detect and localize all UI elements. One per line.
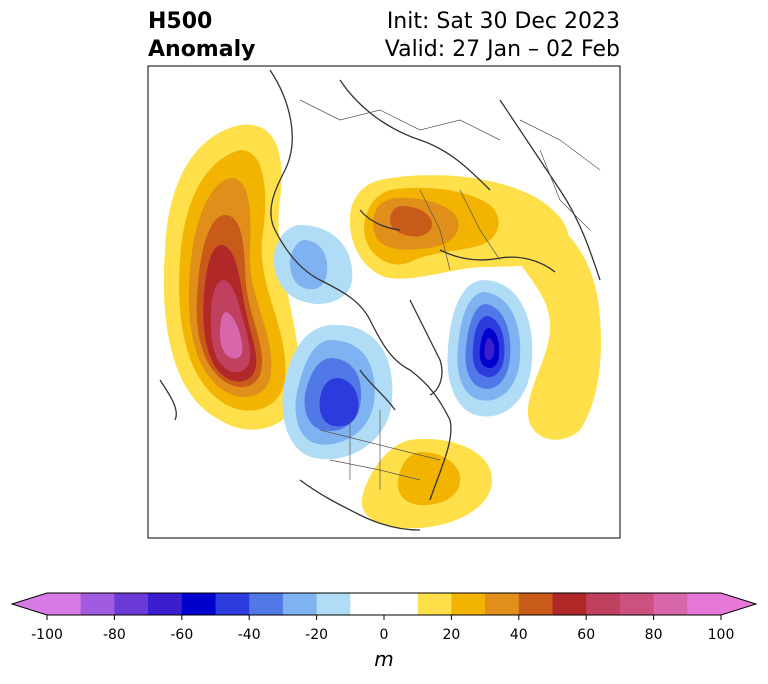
colorbar-bin [485,593,520,615]
colorbar-extend-min-arrow [12,593,47,615]
colorbar-tick-label: -80 [103,627,126,643]
colorbar-tick-label: 0 [380,627,389,643]
colorbar-bin [249,593,284,615]
colorbar-tick-label: 80 [645,627,663,643]
colorbar-bin [687,593,722,615]
colorbar-tick-label: -20 [305,627,328,643]
scandinavia-ridge [349,175,569,279]
colorbar-unit-label: m [374,647,393,671]
init-date: Init: Sat 30 Dec 2023 [386,9,620,34]
map-border [147,65,621,539]
colorbar-bin [316,593,351,615]
colorbar-bin [80,593,115,615]
title-variable: H500 [148,9,213,34]
chart-dates: Init: Sat 30 Dec 2023 Valid: 27 Jan – 02… [385,8,620,64]
coastlines [159,69,601,531]
colorbar-bin [518,593,553,615]
colorbar-bin [653,593,688,615]
colorbar-bin [114,593,149,615]
colorbar-bin [181,593,216,615]
alaska-trough [273,225,353,304]
colorbar-tick-label: -100 [31,627,63,643]
colorbar-tick-label: -60 [170,627,193,643]
colorbar-tick-label: 40 [510,627,528,643]
colorbar-bin [282,593,318,615]
colorbar-bin [47,593,82,615]
colorbar-extend-max-arrow [721,593,756,615]
colorbar-bin [619,593,655,615]
valid-range: Valid: 27 Jan – 02 Feb [384,37,620,62]
colorbar-bin [215,593,250,615]
colorbar-bin [586,593,621,615]
colorbar-tick-label: 20 [442,627,460,643]
colorbar-bin [148,593,183,615]
colorbar-tick-label: 100 [708,627,735,643]
colorbar-tick-label: -40 [238,627,261,643]
north-pacific-ridge [163,124,300,430]
colorbar-bin [417,593,452,615]
southeast-us-ridge [361,439,493,529]
colorbar-tick-label: 60 [577,627,595,643]
colorbar-bin [451,593,486,615]
east-asia-ridge [508,210,601,440]
title-type: Anomaly [148,37,256,62]
colorbar-bin [384,593,419,615]
colorbar-bin [350,593,385,615]
western-canada-trough [282,324,393,460]
colorbar-bin [552,593,587,615]
borders [299,99,601,490]
chart-title: H500 Anomaly [148,8,255,64]
central-asia-trough [447,280,533,417]
